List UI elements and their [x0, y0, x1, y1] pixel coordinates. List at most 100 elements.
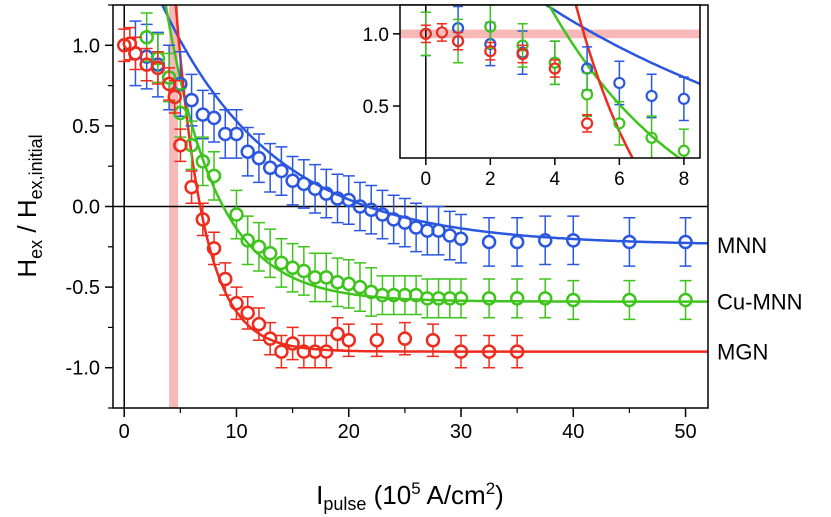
x-axis-title: Ipulse (105 A/cm2)	[316, 479, 504, 514]
inset-plot: 0 2 4 6 8 1.0 0.5	[363, 4, 701, 190]
cu-mnn-error-bar	[320, 252, 333, 303]
mgn-data-point	[425, 333, 441, 348]
mnn-error-bar	[286, 155, 299, 206]
y-tick-label: 0.5	[72, 116, 100, 138]
mnn-error-bar	[539, 215, 552, 266]
cu-mnn-error-bar	[286, 242, 299, 293]
mnn-error-bar	[455, 213, 468, 264]
main-plot: 0 10 20 30 40 50 1.00.50.0-0.5-1.0	[66, 4, 709, 443]
inset-mnn-error-bar	[453, 5, 464, 51]
inset-x-tick-label: 0	[421, 169, 432, 190]
cu-mnn-error-bar	[241, 215, 254, 266]
cu-mnn-error-bar	[387, 275, 400, 316]
mgn-data-point	[218, 271, 233, 287]
y-tick-label: 0.0	[72, 197, 100, 219]
mnn-error-bar	[623, 217, 636, 267]
inset-x-tick-label: 8	[679, 169, 690, 190]
inset-mgn-error-bar	[582, 113, 593, 133]
mnn-error-bar	[264, 142, 277, 193]
y-tick-label: 1.0	[72, 35, 100, 57]
mgn-series-label: MGN	[717, 340, 768, 365]
cu-mnn-error-bar	[275, 237, 288, 288]
mgn-error-bar	[511, 334, 524, 369]
inset-x-axis-ticks: 0 2 4 6 8	[421, 158, 690, 190]
cu-mnn-data-point	[229, 207, 244, 222]
inset-mnn-error-bar	[678, 76, 689, 122]
mgn-error-bar	[196, 202, 209, 237]
mgn-error-bar	[208, 231, 221, 266]
inset-x-tick-label: 4	[550, 169, 561, 190]
cu-mnn-error-bar	[208, 150, 221, 201]
mnn-error-bar	[320, 168, 333, 219]
inset-mgn-error-bar	[420, 24, 431, 44]
mgn-error-bar	[151, 50, 164, 85]
mgn-error-bar	[286, 326, 299, 361]
cu-mnn-error-bar	[539, 278, 552, 319]
inset-cu-mnn-error-bar	[485, 5, 496, 50]
mnn-error-bar	[353, 181, 366, 232]
cu-mnn-error-bar	[309, 252, 322, 303]
mnn-data-point	[622, 234, 637, 250]
mnn-error-bar	[679, 217, 692, 267]
mgn-error-bar	[118, 28, 131, 63]
inset-mnn-error-bar	[646, 73, 657, 119]
cu-mnn-error-bar	[196, 136, 209, 187]
cu-mnn-data-point	[251, 239, 267, 255]
mgn-error-bar	[320, 334, 333, 369]
mgn-data-point	[240, 305, 255, 321]
inset-cu-mnn-error-bar	[614, 100, 625, 146]
series-labels: MNN Cu-MNN MGN	[717, 233, 803, 364]
cu-mnn-error-bar	[623, 279, 636, 321]
mgn-data-point	[173, 137, 188, 153]
mgn-error-bar	[174, 128, 187, 163]
mnn-error-bar	[432, 205, 445, 256]
mgn-series	[116, 26, 525, 369]
mgn-error-bar	[219, 262, 232, 296]
inset-cu-mnn-error-bar	[420, 11, 431, 57]
inset-mgn-error-bar	[549, 59, 560, 78]
mgn-error-bar	[252, 307, 265, 342]
mgn-data-point	[128, 46, 143, 61]
inset-mgn-error-bar	[517, 44, 528, 64]
mgn-error-bar	[426, 323, 439, 358]
mnn-data-point	[229, 126, 244, 142]
inset-cu-mnn-error-bar	[678, 128, 689, 158]
y-tick-label: -0.5	[66, 277, 100, 299]
cu-mnn-data-point	[195, 154, 211, 169]
cu-mnn-error-bar	[432, 278, 445, 319]
mgn-data-point	[274, 344, 289, 359]
inset-frame	[399, 4, 701, 159]
y-tick-label: -1.0	[66, 358, 100, 380]
mgn-data-point	[481, 344, 497, 359]
inset-reference-band	[400, 29, 700, 39]
inset-mgn-data-point	[548, 62, 561, 75]
mgn-data-point	[397, 331, 413, 346]
mgn-data-point	[285, 336, 300, 351]
mnn-error-bar	[129, 20, 142, 87]
inset-y-tick-label: 0.5	[363, 97, 389, 118]
mnn-error-bar	[252, 133, 265, 184]
mgn-error-bar	[483, 334, 496, 369]
mnn-data-point	[341, 192, 357, 208]
inset-mnn-error-bar	[614, 60, 625, 106]
mgn-data-point	[262, 331, 278, 346]
mnn-data-point	[509, 234, 525, 250]
mnn-error-bar	[421, 205, 434, 256]
inset-mgn-data-point	[484, 45, 497, 58]
mnn-error-bar	[208, 92, 221, 143]
mgn-error-bar	[241, 296, 254, 330]
mgn-error-bar	[398, 321, 411, 356]
cu-mnn-data-point	[566, 292, 581, 308]
inset-mgn-data-point	[451, 34, 465, 48]
mnn-data-point	[274, 163, 289, 179]
inset-fit-curves	[543, 5, 700, 158]
inset-cu-mnn-error-bar	[646, 115, 657, 158]
mgn-error-bar	[342, 323, 355, 358]
mgn-data-point	[319, 344, 334, 359]
inset-cu-mnn-data-point	[613, 117, 626, 130]
cu-mnn-error-bar	[264, 228, 277, 279]
inset-y-axis-ticks: 1.0 0.5	[363, 25, 400, 118]
mnn-error-bar	[483, 217, 496, 267]
cu-mnn-data-point	[537, 291, 553, 306]
mgn-data-point	[251, 316, 267, 332]
